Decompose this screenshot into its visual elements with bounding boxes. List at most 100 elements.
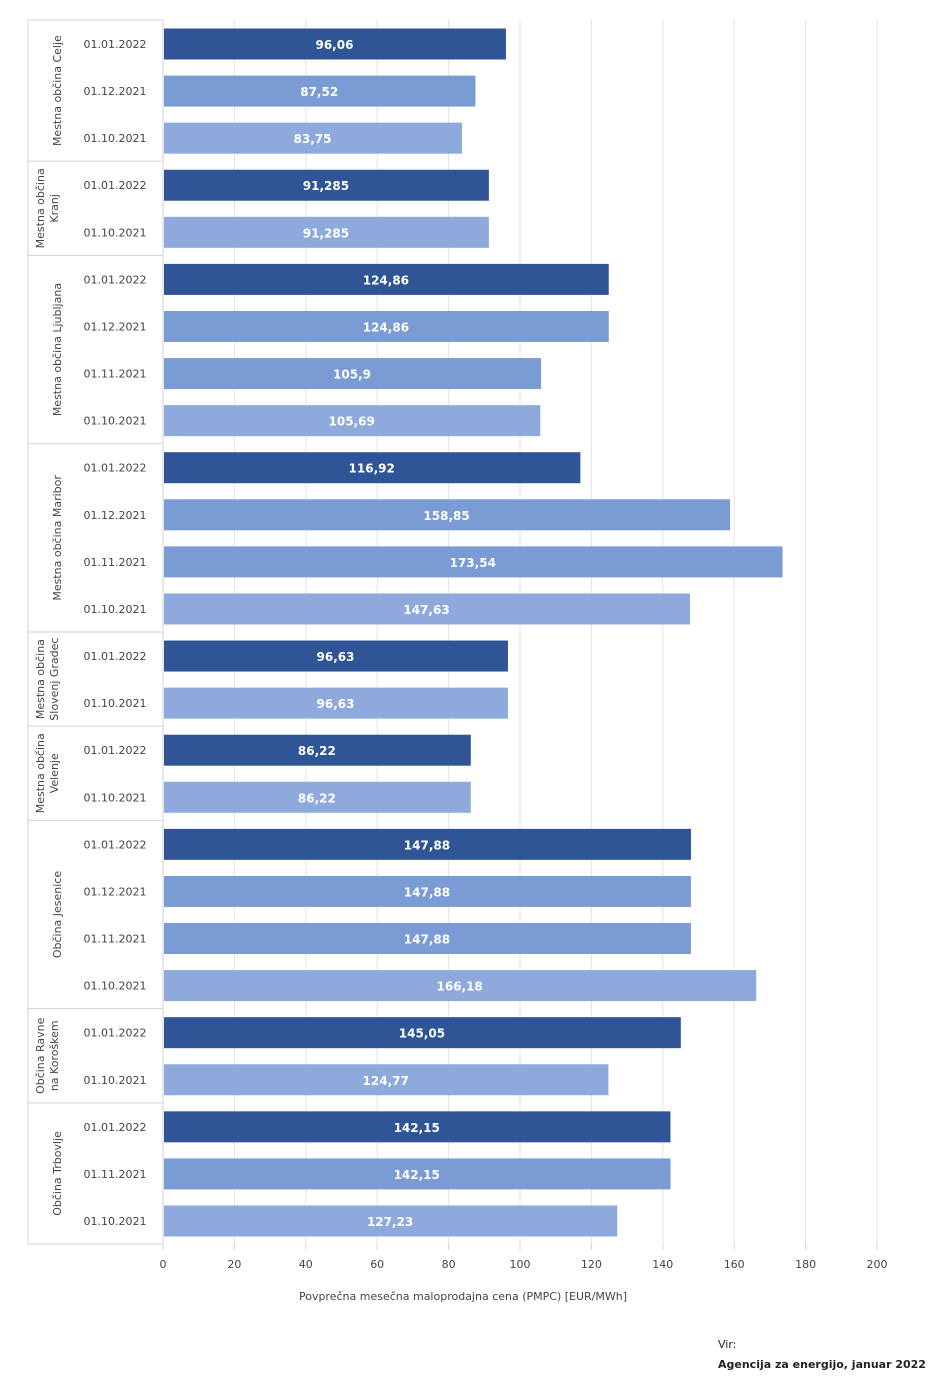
source-text: Agencija za energijo, januar 2022 [718, 1358, 926, 1371]
category-label: 01.10.2021 [84, 980, 147, 993]
group-label: Mestna občina [34, 168, 47, 248]
group-label: Občina Ravne [34, 1017, 47, 1094]
data-label: 127,23 [367, 1215, 413, 1229]
category-label: 01.10.2021 [84, 603, 147, 616]
bar [164, 1111, 671, 1143]
data-label: 91,285 [303, 226, 349, 240]
category-label: 01.10.2021 [84, 226, 147, 239]
category-label: 01.12.2021 [84, 885, 147, 898]
data-label: 147,88 [404, 933, 450, 947]
group-label: Občina Trbovlje [51, 1131, 64, 1216]
category-label: 01.11.2021 [84, 933, 147, 946]
x-tick-label: 0 [160, 1258, 167, 1271]
group-label: Slovenj Gradec [48, 638, 61, 721]
bar [164, 405, 541, 437]
data-label: 96,63 [317, 697, 355, 711]
bar [164, 546, 783, 578]
category-label: 01.12.2021 [84, 509, 147, 522]
bar [164, 923, 691, 955]
category-label: 01.11.2021 [84, 556, 147, 569]
bar [164, 216, 489, 248]
group-label: Mestna občina Ljubljana [51, 283, 64, 416]
bar [164, 828, 691, 860]
x-tick-label: 20 [227, 1258, 241, 1271]
bar [164, 593, 691, 625]
group-label: Mestna občina [34, 639, 47, 719]
x-tick-label: 120 [581, 1258, 602, 1271]
data-label: 147,88 [404, 885, 450, 899]
bar [164, 28, 506, 60]
data-label: 145,05 [399, 1027, 445, 1041]
data-label: 173,54 [450, 556, 496, 570]
category-label: 01.10.2021 [84, 791, 147, 804]
x-tick-label: 40 [299, 1258, 313, 1271]
bar [164, 1158, 671, 1190]
group-label: Mestna občina Celje [51, 35, 64, 146]
category-label: 01.10.2021 [84, 132, 147, 145]
x-tick-label: 200 [867, 1258, 888, 1271]
bar [164, 1064, 609, 1096]
category-label: 01.01.2022 [84, 838, 147, 851]
bar [164, 310, 609, 342]
data-label: 96,63 [317, 650, 355, 664]
category-label: 01.01.2022 [84, 650, 147, 663]
data-label: 83,75 [294, 132, 332, 146]
data-label: 142,15 [394, 1168, 440, 1182]
data-label: 124,86 [363, 320, 409, 334]
category-label: 01.11.2021 [84, 1168, 147, 1181]
category-label: 01.01.2022 [84, 273, 147, 286]
data-label: 147,88 [404, 838, 450, 852]
bar [164, 122, 462, 154]
data-label: 166,18 [436, 980, 482, 994]
category-label: 01.01.2022 [84, 38, 147, 51]
x-tick-label: 100 [510, 1258, 531, 1271]
data-label: 87,52 [300, 85, 338, 99]
group-label: Občina Jesenice [51, 871, 64, 959]
category-label: 01.01.2022 [84, 462, 147, 475]
bar [164, 169, 489, 201]
group-label: Mestna občina [34, 733, 47, 813]
x-tick-label: 60 [370, 1258, 384, 1271]
category-label: 01.12.2021 [84, 85, 147, 98]
data-label: 147,63 [403, 603, 449, 617]
data-label: 86,22 [298, 791, 336, 805]
data-label: 96,06 [315, 38, 353, 52]
x-tick-label: 180 [795, 1258, 816, 1271]
group-label: na Koroškem [48, 1020, 61, 1091]
data-label: 105,9 [333, 368, 371, 382]
category-label: 01.10.2021 [84, 1215, 147, 1228]
category-label: 01.01.2022 [84, 1121, 147, 1134]
data-label: 86,22 [298, 744, 336, 758]
bar [164, 640, 508, 672]
data-label: 91,285 [303, 179, 349, 193]
group-label: Kranj [48, 194, 61, 223]
x-axis-title: Povprečna mesečna maloprodajna cena (PMP… [299, 1290, 627, 1303]
data-label: 116,92 [349, 462, 395, 476]
bar [164, 452, 581, 484]
category-label: 01.12.2021 [84, 320, 147, 333]
category-label: 01.10.2021 [84, 415, 147, 428]
data-label: 158,85 [423, 509, 469, 523]
category-label: 01.10.2021 [84, 1074, 147, 1087]
bar [164, 970, 757, 1002]
source-label: Vir: [718, 1338, 737, 1351]
data-label: 124,77 [363, 1074, 409, 1088]
group-label: Velenje [48, 753, 61, 793]
bar [164, 687, 508, 719]
category-label: 01.01.2022 [84, 179, 147, 192]
bar [164, 263, 609, 295]
category-label: 01.01.2022 [84, 744, 147, 757]
data-label: 124,86 [363, 273, 409, 287]
bar [164, 781, 471, 813]
category-label: 01.11.2021 [84, 368, 147, 381]
category-label: 01.10.2021 [84, 697, 147, 710]
x-tick-label: 80 [442, 1258, 456, 1271]
x-tick-label: 140 [652, 1258, 673, 1271]
bar [164, 499, 731, 531]
group-label: Mestna občina Maribor [51, 475, 64, 601]
data-label: 142,15 [394, 1121, 440, 1135]
bar [164, 1205, 618, 1237]
bar [164, 75, 476, 107]
bar [164, 875, 691, 907]
